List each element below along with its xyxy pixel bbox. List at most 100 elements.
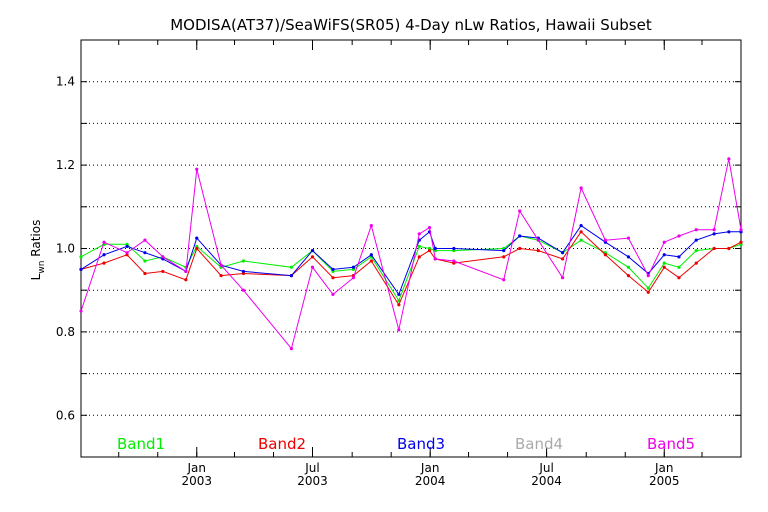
data-point-band2 xyxy=(417,255,421,259)
y-tick-label: 1.4 xyxy=(56,75,75,89)
x-tick-year: 2004 xyxy=(531,474,562,488)
data-point-band2 xyxy=(427,248,432,253)
data-point-band3 xyxy=(125,244,129,249)
data-point-band5 xyxy=(310,265,315,269)
data-point-band3 xyxy=(369,253,373,257)
data-point-band2 xyxy=(195,246,199,251)
data-point-band5 xyxy=(125,251,129,255)
data-point-band2 xyxy=(310,255,315,259)
data-point-band1 xyxy=(626,265,631,269)
data-point-band5 xyxy=(579,186,583,190)
chart-title: MODISA(AT37)/SeaWiFS(SR05) 4-Day nLw Rat… xyxy=(170,16,652,34)
series-group xyxy=(79,157,743,351)
data-point-band1 xyxy=(579,238,583,242)
x-tick-year: 2004 xyxy=(415,474,446,488)
data-point-band2 xyxy=(712,246,716,251)
data-point-band5 xyxy=(662,240,666,244)
y-tick-label: 0.6 xyxy=(56,408,75,422)
data-point-band2 xyxy=(677,276,681,280)
x-tick-month: Jan xyxy=(187,461,207,475)
data-point-band5 xyxy=(143,238,147,242)
data-point-band3 xyxy=(331,267,335,271)
data-point-band5 xyxy=(79,309,83,313)
data-point-band2 xyxy=(662,265,666,269)
data-point-band5 xyxy=(397,328,401,332)
data-point-band5 xyxy=(626,236,631,240)
data-point-band1 xyxy=(241,259,246,263)
data-point-band1 xyxy=(677,265,681,269)
data-point-band5 xyxy=(331,292,335,296)
data-point-band1 xyxy=(79,255,83,259)
data-point-band3 xyxy=(712,232,716,236)
data-point-band2 xyxy=(219,274,223,278)
y-tick-label: 1.0 xyxy=(56,242,75,256)
data-point-band2 xyxy=(369,259,373,263)
data-point-band2 xyxy=(143,271,147,276)
legend-label-band2: Band2 xyxy=(258,435,306,453)
data-point-band5 xyxy=(102,240,106,244)
data-point-band3 xyxy=(241,269,246,274)
data-point-band1 xyxy=(397,299,401,303)
data-point-band3 xyxy=(452,246,456,251)
data-point-band5 xyxy=(241,288,246,292)
x-tick-year: 2005 xyxy=(649,474,680,488)
data-point-band3 xyxy=(351,265,356,269)
data-point-band2 xyxy=(518,246,522,251)
data-point-band5 xyxy=(739,228,743,232)
data-point-band3 xyxy=(662,253,666,257)
y-axis-label-subscript: wn xyxy=(37,261,47,274)
x-tick-year: 2003 xyxy=(181,474,212,488)
x-tick-month: Jul xyxy=(538,461,553,475)
data-point-band5 xyxy=(560,276,565,280)
data-point-band5 xyxy=(694,228,698,232)
data-point-band2 xyxy=(536,248,540,253)
data-point-band3 xyxy=(102,253,106,257)
data-point-band3 xyxy=(79,267,83,271)
y-axis-label: Lwn Ratios xyxy=(29,220,47,281)
data-point-band5 xyxy=(161,255,165,259)
data-point-band3 xyxy=(310,248,315,253)
data-point-band3 xyxy=(195,236,199,240)
x-tick-month: Jul xyxy=(304,461,319,475)
data-point-band3 xyxy=(626,255,631,259)
x-tick-month: Jan xyxy=(654,461,674,475)
data-point-band2 xyxy=(331,276,335,280)
data-point-band5 xyxy=(502,278,506,282)
data-point-band5 xyxy=(536,238,540,242)
data-point-band5 xyxy=(184,269,188,274)
data-point-band3 xyxy=(727,230,731,234)
data-point-band3 xyxy=(397,292,401,296)
data-point-band5 xyxy=(433,257,437,261)
data-point-band2 xyxy=(184,278,188,282)
data-point-band2 xyxy=(579,230,583,234)
data-point-band3 xyxy=(289,274,294,278)
data-point-band1 xyxy=(417,244,421,249)
data-point-band5 xyxy=(727,157,731,161)
y-tick-label: 0.8 xyxy=(56,325,75,339)
data-point-band1 xyxy=(646,286,650,290)
data-point-band3 xyxy=(518,234,522,238)
data-point-band5 xyxy=(289,346,294,351)
data-point-band3 xyxy=(694,238,698,242)
y-axis-label-text: Lwn Ratios xyxy=(29,220,47,281)
x-tick-year: 2003 xyxy=(297,474,328,488)
x-tick-month: Jan xyxy=(420,461,440,475)
y-axis: 0.6 0.8 1.0 1.2 1.4 xyxy=(56,75,741,422)
data-point-band5 xyxy=(518,209,522,213)
data-point-band3 xyxy=(502,248,506,253)
data-point-band5 xyxy=(677,234,681,238)
data-point-band2 xyxy=(626,274,631,278)
data-point-band2 xyxy=(739,240,743,244)
data-point-band5 xyxy=(427,226,432,230)
data-point-band3 xyxy=(579,223,583,228)
data-point-band2 xyxy=(102,261,106,265)
data-point-band1 xyxy=(143,259,147,263)
data-point-band2 xyxy=(727,246,731,251)
data-point-band5 xyxy=(712,228,716,232)
data-point-band3 xyxy=(143,251,147,255)
data-point-band1 xyxy=(694,248,698,253)
data-point-band2 xyxy=(161,269,165,274)
data-point-band2 xyxy=(603,253,608,257)
data-point-band3 xyxy=(677,255,681,259)
